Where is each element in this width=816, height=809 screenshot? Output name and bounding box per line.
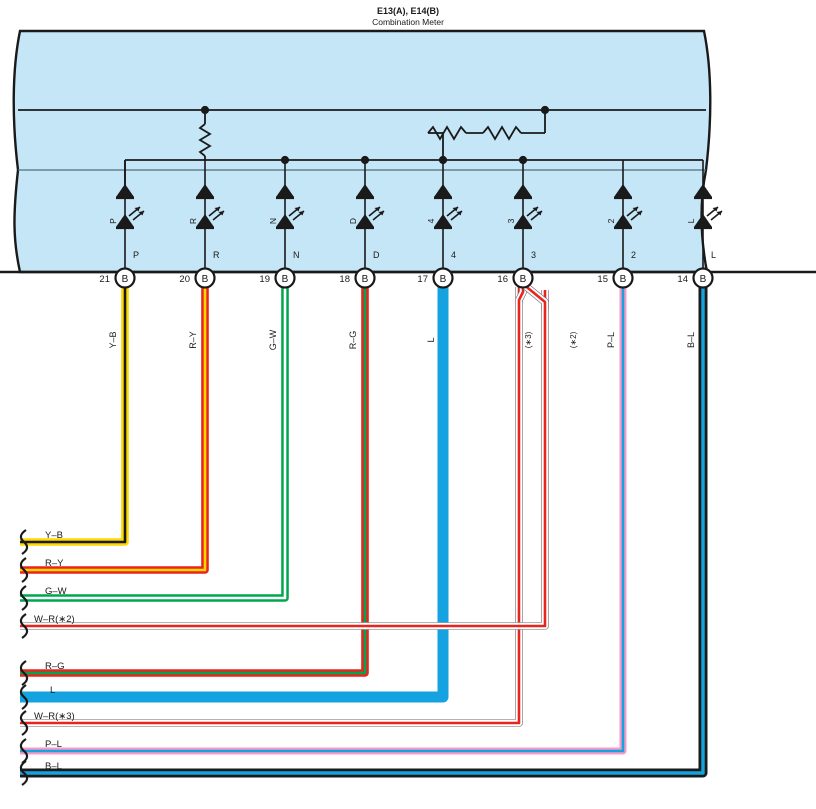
break-squiggle: [19, 760, 29, 786]
internal-bus-wiring: [18, 105, 706, 190]
terminal-19[interactable]: B 19: [259, 267, 296, 289]
wire-r-y: [20, 280, 209, 574]
indicator-label: R: [188, 218, 198, 224]
connector-code: E13(A), E14(B): [376, 6, 439, 16]
indicator-branches: P P R R N N D D: [108, 160, 723, 272]
terminal-20[interactable]: B 20: [179, 267, 216, 289]
indicator-branch-4: 4 4: [426, 160, 463, 272]
wire-label-y-b: Y–B: [108, 331, 118, 348]
harness-label-b-l: B–L: [45, 761, 62, 772]
pin-number: 14: [677, 274, 688, 285]
terminal-label: B: [202, 274, 209, 285]
wire-label-r-y: R–Y: [188, 331, 198, 349]
wire-b-l: [20, 280, 708, 778]
break-squiggle: [19, 710, 29, 736]
component-panel: [12, 29, 712, 274]
indicator-branch-n: N N: [268, 160, 305, 272]
pin-number: 16: [497, 274, 508, 285]
wire-y-b: [20, 280, 129, 546]
wire-label-l: L: [426, 337, 436, 342]
harness-label-p-l: P–L: [45, 739, 62, 750]
break-squiggle: [19, 585, 29, 611]
indicator-label: 2: [606, 218, 616, 223]
indicator-label: L: [686, 218, 696, 223]
terminal-label: B: [440, 274, 447, 285]
indicator-branch-2: 2 2: [606, 160, 643, 272]
vertical-wire-labels: Y–B R–Y G–W R–G L (∗3) (∗2) P–L B–L: [108, 329, 696, 350]
indicator-label: 4: [426, 218, 436, 223]
circuit-label: L: [711, 250, 716, 260]
terminal-21[interactable]: B 21: [99, 267, 136, 289]
harness-label-g-w: G–W: [45, 586, 67, 597]
harness-label-w-r-3: W–R(∗3): [34, 711, 75, 722]
terminal-14[interactable]: B 14: [677, 267, 714, 289]
break-squiggle: [19, 557, 29, 583]
wire-note-3: (∗3): [524, 331, 533, 348]
indicator-branch-p: P P: [108, 160, 145, 272]
terminal-15[interactable]: B 15: [597, 267, 634, 289]
terminal-16[interactable]: B 16: [497, 267, 534, 289]
wire-label-b-l: B–L: [686, 332, 696, 348]
pin-number: 18: [339, 274, 350, 285]
circuit-label: D: [373, 250, 380, 260]
wire-w-r-3: [20, 287, 523, 727]
circuit-label: R: [213, 250, 220, 260]
wire-r-g: [20, 280, 369, 677]
circuit-label: 2: [631, 250, 636, 260]
break-squiggle: [19, 660, 29, 686]
wire-g-w: [20, 280, 289, 602]
terminal-label: B: [282, 274, 289, 285]
pin-number: 20: [179, 274, 190, 285]
indicator-branch-l: L L: [686, 160, 723, 272]
pin-number: 21: [99, 274, 110, 285]
indicator-label: P: [108, 218, 118, 224]
wire-p-l: [20, 280, 628, 756]
pin-number: 15: [597, 274, 608, 285]
terminal-label: B: [362, 274, 369, 285]
terminal-label: B: [520, 274, 527, 285]
circuit-label: 4: [451, 250, 456, 260]
indicator-label: 3: [506, 218, 516, 223]
circuit-label: N: [293, 250, 300, 260]
harness-labels: Y–B R–Y G–W W–R(∗2) R–G L W–R(∗3) P–L B–…: [34, 530, 75, 772]
terminal-label: B: [620, 274, 627, 285]
indicator-branch-3: 3 3: [506, 160, 543, 272]
break-squiggle: [19, 738, 29, 764]
wire-label-p-l: P–L: [606, 332, 616, 348]
component-name: Combination Meter: [372, 17, 444, 27]
harness-label-w-r-2: W–R(∗2): [34, 614, 75, 625]
circuit-label: 3: [531, 250, 536, 260]
indicator-branch-r: R R: [188, 160, 225, 272]
harness-label-y-b: Y–B: [45, 530, 63, 541]
wire-w-r-2: [20, 290, 549, 630]
break-squiggle: [19, 613, 29, 639]
harness-label-r-y: R–Y: [45, 558, 64, 569]
harness-label-l: L: [50, 685, 55, 696]
indicator-branch-d: D D: [348, 160, 385, 272]
wire-l: [20, 280, 449, 703]
wire-label-r-g: R–G: [348, 331, 358, 350]
terminal-label: B: [700, 274, 707, 285]
terminal-18[interactable]: B 18: [339, 267, 376, 289]
indicator-label: N: [268, 218, 278, 224]
terminal-label: B: [122, 274, 129, 285]
harness-break-markers: [19, 529, 29, 786]
indicator-label: D: [348, 218, 358, 224]
wire-note-2: (∗2): [569, 331, 578, 348]
connector-terminals: B 21 B 20 B 19 B 18 B 17: [99, 267, 714, 289]
pin-number: 19: [259, 274, 270, 285]
diagram-title-block: E13(A), E14(B) Combination Meter: [0, 6, 816, 27]
circuit-label: P: [133, 250, 139, 260]
wire-label-g-w: G–W: [268, 329, 278, 350]
break-squiggle: [19, 684, 29, 710]
pin-number: 17: [417, 274, 428, 285]
terminal-17[interactable]: B 17: [417, 267, 454, 289]
wire-harness: [20, 280, 708, 778]
break-squiggle: [19, 529, 29, 555]
harness-label-r-g: R–G: [45, 661, 65, 672]
